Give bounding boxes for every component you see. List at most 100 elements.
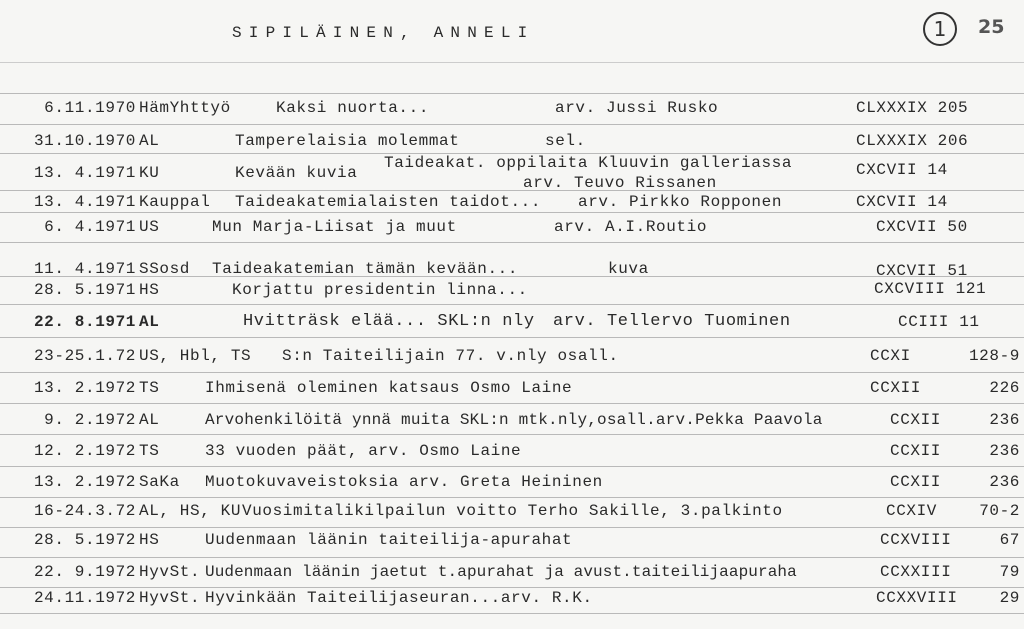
entry-ref: CCXII	[890, 473, 942, 491]
rule-line	[0, 276, 1024, 277]
rule-line	[0, 557, 1024, 558]
entry-source: KU	[139, 164, 160, 182]
entry-page: 29	[999, 589, 1020, 607]
rule-line	[0, 613, 1024, 614]
entry-date: 12. 2.1972	[33, 442, 136, 460]
entry-note: arv. A.I.Routio	[554, 218, 708, 236]
entry-title: Uudenmaan läänin jaetut t.apurahat ja av…	[205, 563, 797, 581]
entry-ref: CXCVII 51	[876, 262, 968, 280]
entry-ref: CLXXXIX 205	[856, 99, 969, 117]
entry-date: 22. 9.1972	[33, 563, 136, 581]
entry-ref: CCXI	[870, 347, 911, 365]
entry-ref: CXCVII 50	[876, 218, 968, 236]
entry-date: 22. 8.1971	[33, 313, 136, 331]
entry-source: HS	[139, 531, 160, 549]
rule-line	[0, 497, 1024, 498]
rule-line	[0, 242, 1024, 243]
entry-note: arv. Tellervo Tuominen	[553, 312, 791, 331]
entry-source: TS	[139, 379, 160, 397]
entry-ref: CCIII 11	[898, 313, 980, 331]
entry-ref: CCXII	[870, 379, 922, 397]
entry-date: 24.11.1972	[33, 589, 136, 607]
entry-page: 70-2	[979, 502, 1020, 520]
entry-source: SSosd	[139, 260, 191, 278]
entry-title: Kaksi nuorta...	[276, 99, 430, 117]
entry-page: 236	[989, 411, 1020, 429]
entry-source: HämYhttyö	[139, 99, 231, 117]
entry-page: 79	[999, 563, 1020, 581]
entry-ref: CCXIV	[886, 502, 938, 520]
entry-source: HyvSt.	[139, 589, 201, 607]
entry-ref: CCXII	[890, 442, 942, 460]
entry-source: US, Hbl, TS	[139, 347, 252, 365]
rule-line	[0, 403, 1024, 404]
entry-date: 13. 2.1972	[33, 379, 136, 397]
page-mark-handwritten: 25	[978, 16, 1005, 38]
entry-date: 11. 4.1971	[33, 260, 136, 278]
entry-page: 67	[999, 531, 1020, 549]
entry-date: 6. 4.1971	[44, 218, 136, 236]
entry-source: SaKa	[139, 473, 180, 491]
entry-date: 13. 4.1971	[33, 164, 136, 182]
rule-line	[0, 466, 1024, 467]
entry-source: TS	[139, 442, 160, 460]
rule-line	[0, 372, 1024, 373]
entry-date: 9. 2.1972	[44, 411, 136, 429]
rule-line	[0, 434, 1024, 435]
rule-line	[0, 212, 1024, 213]
entry-title: Arvohenkilöitä ynnä muita SKL:n mtk.nly,…	[205, 411, 823, 429]
entry-title: Kevään kuvia	[235, 164, 358, 182]
rule-line	[0, 527, 1024, 528]
entry-note: Taideakat. oppilaita Kluuvin galleriassa	[384, 154, 793, 172]
entry-title: Uudenmaan läänin taiteilija-apurahat	[205, 531, 573, 549]
entry-title: Ihmisenä oleminen katsaus Osmo Laine	[205, 379, 573, 397]
rule-line	[0, 93, 1024, 94]
rule-line	[0, 337, 1024, 338]
entry-title: Hvitträsk elää... SKL:n nly	[243, 312, 535, 331]
entry-page: 236	[989, 442, 1020, 460]
entry-title: Tamperelaisia molemmat	[235, 132, 460, 150]
entry-note-2: arv. Teuvo Rissanen	[523, 174, 717, 192]
entry-date: 13. 2.1972	[33, 473, 136, 491]
entry-date: 31.10.1970	[33, 132, 136, 150]
rule-line	[0, 190, 1024, 191]
entry-title: Vuosimitalikilpailun voitto Terho Sakill…	[242, 502, 783, 520]
entry-source: AL	[139, 132, 160, 150]
entry-ref: CLXXXIX 206	[856, 132, 969, 150]
rule-line	[0, 304, 1024, 305]
rule-line	[0, 124, 1024, 125]
entry-title: Hyvinkään Taiteilijaseuran...arv. R.K.	[205, 589, 593, 607]
card-number-circled: 1	[923, 12, 957, 46]
entry-date: 28. 5.1971	[33, 281, 136, 299]
rule-line	[0, 62, 1024, 63]
entry-ref: CXCVIII 121	[874, 280, 987, 298]
entry-title: S:n Taiteilijain 77. v.nly osall.	[282, 347, 619, 365]
entry-page: 236	[989, 473, 1020, 491]
entry-date: 13. 4.1971	[33, 193, 136, 211]
entry-title: Mun Marja-Liisat ja muut	[212, 218, 457, 236]
entry-source: Kauppal	[139, 193, 211, 211]
entry-source: AL	[139, 313, 160, 331]
entry-note: arv. Jussi Rusko	[555, 99, 719, 117]
entry-title: Taideakatemialaisten taidot...	[235, 193, 542, 211]
entry-note: kuva	[608, 260, 649, 278]
entry-title: Muotokuvaveistoksia arv. Greta Heininen	[205, 473, 603, 491]
rule-line	[0, 587, 1024, 588]
entry-ref: CCXVIII	[880, 531, 952, 549]
entry-page: 128-9	[968, 347, 1020, 365]
entry-ref: CCXXIII	[880, 563, 952, 581]
entry-title: Korjattu presidentin linna...	[232, 281, 528, 299]
entry-source: AL, HS, KU	[139, 502, 242, 520]
entry-ref: CCXXVIII	[876, 589, 958, 607]
entry-ref: CXCVII 14	[856, 161, 948, 179]
entry-title: Taideakatemian tämän kevään...	[212, 260, 519, 278]
entry-source: AL	[139, 411, 160, 429]
entry-date: 6.11.1970	[44, 99, 136, 117]
entry-note: arv. Pirkko Ropponen	[578, 193, 783, 211]
entry-title: 33 vuoden päät, arv. Osmo Laine	[205, 442, 522, 460]
card-title: SIPILÄINEN, ANNELI	[232, 24, 535, 42]
entry-page: 226	[989, 379, 1020, 397]
entry-source: HS	[139, 281, 160, 299]
entry-date: 23-25.1.72	[33, 347, 136, 365]
entry-date: 16-24.3.72	[33, 502, 136, 520]
